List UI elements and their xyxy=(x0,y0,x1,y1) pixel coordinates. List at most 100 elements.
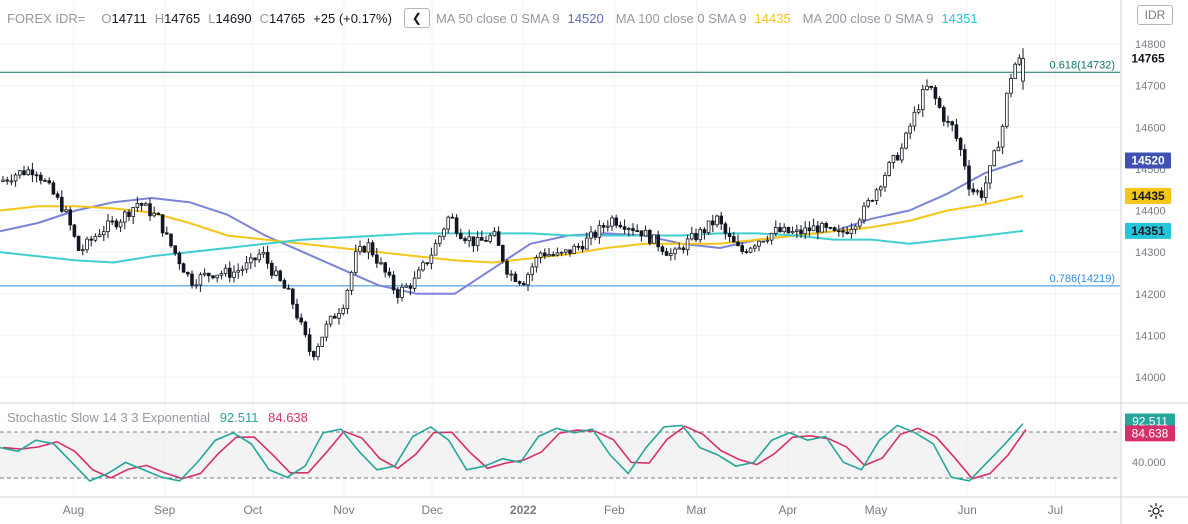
candle-body xyxy=(711,220,715,226)
candle-body xyxy=(534,257,539,268)
candle-body xyxy=(538,252,543,258)
candle-body xyxy=(429,254,434,264)
candle-body xyxy=(614,217,618,226)
currency-button[interactable]: IDR xyxy=(1137,5,1173,25)
candle-body xyxy=(929,85,933,88)
candle-body xyxy=(496,231,501,246)
price-tick-label: 14200 xyxy=(1135,289,1166,301)
candle-body xyxy=(719,215,723,225)
close-value: 14765 xyxy=(269,10,306,26)
candle-body xyxy=(706,220,711,234)
candle-body xyxy=(740,245,744,252)
candle-body xyxy=(690,233,694,240)
candle-body xyxy=(811,225,816,232)
symbol-name[interactable]: FOREX IDR= xyxy=(7,10,86,26)
open-value: 14711 xyxy=(111,10,147,26)
candle-body xyxy=(454,217,459,234)
candle-body xyxy=(1017,57,1022,65)
candle-body xyxy=(135,203,140,208)
candle-body xyxy=(404,285,408,288)
candle-body xyxy=(1013,63,1017,79)
ma100-name[interactable]: MA 100 close 0 SMA 9 xyxy=(615,10,747,26)
candle-body xyxy=(1,179,5,182)
candle-body xyxy=(778,227,782,233)
candle-body xyxy=(227,267,232,278)
candle-body xyxy=(1005,92,1009,127)
candle-body xyxy=(349,271,354,291)
candle-body xyxy=(828,227,833,229)
candle-body xyxy=(958,138,963,150)
candle-body xyxy=(324,323,329,338)
candle-body xyxy=(110,220,115,223)
candle-body xyxy=(816,225,820,233)
candle-body xyxy=(530,266,534,275)
gear-icon[interactable] xyxy=(1147,502,1165,520)
candle-body xyxy=(97,234,102,237)
candle-body xyxy=(849,228,854,234)
candle-body xyxy=(912,111,917,127)
candle-body xyxy=(769,232,774,241)
candle-body xyxy=(774,227,778,234)
candle-body xyxy=(341,308,345,314)
candle-body xyxy=(148,203,152,217)
candle-body xyxy=(240,268,245,272)
candle-body xyxy=(30,169,35,176)
candle-body xyxy=(442,228,446,237)
candle-body xyxy=(753,245,757,249)
price-badge-label: 14765 xyxy=(1131,52,1165,66)
time-tick-label: Aug xyxy=(63,503,84,517)
ma200-name[interactable]: MA 200 close 0 SMA 9 xyxy=(802,10,934,26)
candle-body xyxy=(883,175,887,188)
time-tick-label: Nov xyxy=(333,503,354,517)
candle-body xyxy=(316,346,320,358)
candle-body xyxy=(803,227,807,235)
candle-body xyxy=(660,246,665,252)
candle-body xyxy=(807,227,812,232)
candle-body xyxy=(677,247,681,250)
collapse-legend-button[interactable]: ❮ xyxy=(403,8,430,28)
candle-body xyxy=(580,246,585,250)
candle-body xyxy=(219,273,224,276)
time-tick-label: Jun xyxy=(957,503,976,517)
chart-legend: FOREX IDR= O 14711 H 14765 L 14690 C 14765 +… xyxy=(7,8,990,28)
candle-body xyxy=(669,253,673,256)
candle-body xyxy=(975,190,980,193)
high-label: H xyxy=(154,10,165,26)
candle-body xyxy=(820,223,824,233)
price-tick-label: 14300 xyxy=(1135,247,1166,259)
candle-body xyxy=(799,229,803,235)
candle-body xyxy=(278,270,282,281)
candle-body xyxy=(118,221,123,228)
price-badge-label: 14435 xyxy=(1131,189,1165,203)
time-tick-label: Apr xyxy=(778,503,797,517)
candle-body xyxy=(467,236,471,242)
candle-body xyxy=(568,249,572,254)
close-label: C xyxy=(259,10,270,26)
candle-body xyxy=(9,180,14,183)
candle-body xyxy=(832,227,837,232)
candle-body xyxy=(337,313,341,319)
candle-body xyxy=(652,234,656,244)
price-badge xyxy=(1125,50,1171,67)
candle-body xyxy=(1021,58,1025,82)
candle-body xyxy=(43,179,47,182)
candle-body xyxy=(946,121,950,123)
time-tick-label: Dec xyxy=(421,503,442,517)
candle-body xyxy=(786,226,791,234)
price-badge xyxy=(1125,152,1171,169)
candle-body xyxy=(992,150,996,167)
fib-levels: 0.618(14732) 0.786(14219) xyxy=(0,59,1120,287)
candle-body xyxy=(471,236,476,247)
ma50-name[interactable]: MA 50 close 0 SMA 9 xyxy=(435,10,560,26)
candle-body xyxy=(916,109,921,113)
candle-body xyxy=(215,274,220,279)
candle-body xyxy=(160,214,165,234)
stochastic-name[interactable]: Stochastic Slow 14 3 3 Exponential xyxy=(7,410,211,425)
candle-body xyxy=(845,231,849,234)
candle-body xyxy=(26,169,30,176)
candle-body xyxy=(870,200,875,202)
candle-body xyxy=(488,235,492,242)
candle-body xyxy=(143,203,148,206)
candle-body xyxy=(181,263,186,273)
